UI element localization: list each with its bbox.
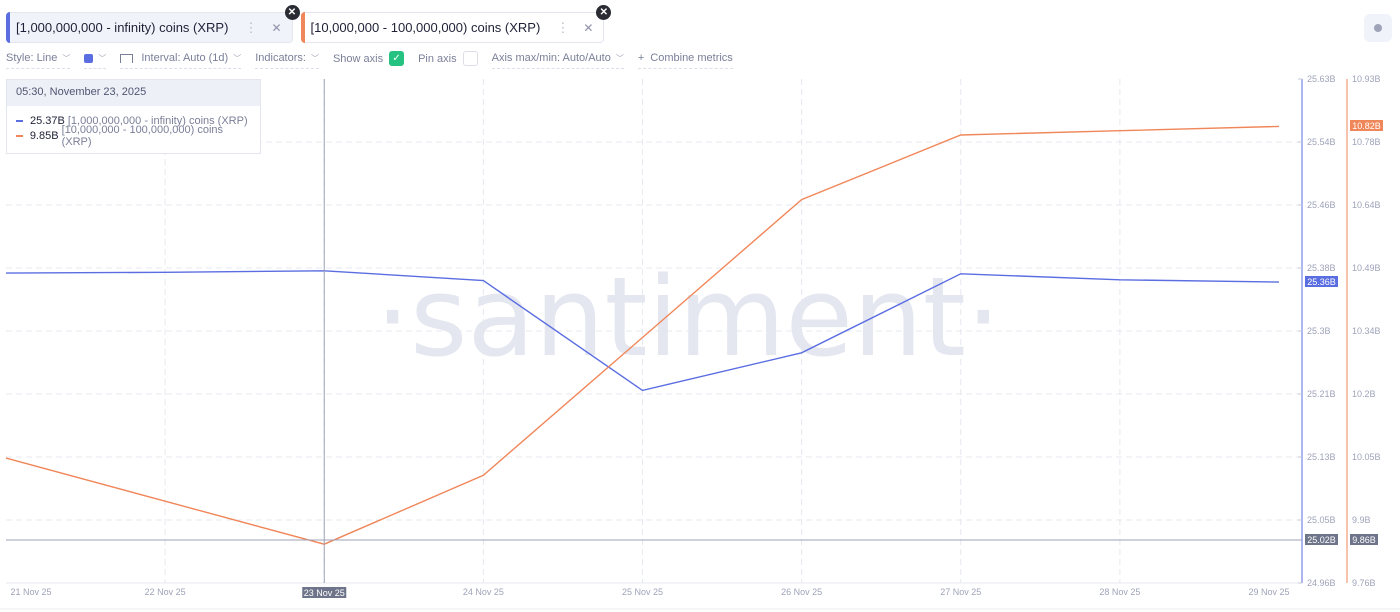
chart-toolbar: Style: Line ﹀ ﹀ Interval: Auto (1d) ﹀ In… (6, 51, 747, 69)
y-tick-label: 25.63B (1307, 74, 1336, 84)
chevron-down-icon: ﹀ (615, 53, 624, 63)
kebab-icon[interactable]: ⋮ (556, 19, 570, 35)
x-tick-label: 24 Nov 25 (463, 587, 504, 597)
cursor-date-badge (302, 587, 347, 598)
indicators-dropdown[interactable]: Indicators: ﹀ (255, 51, 319, 69)
y2-tick-label: 10.05B (1352, 452, 1381, 462)
y-tick-label: 25.13B (1307, 452, 1336, 462)
metric-tab-label: [10,000,000 - 100,000,000) coins (XRP) (310, 20, 541, 35)
y-tick-label: 24.96B (1307, 578, 1336, 588)
cursor-value-badge (1350, 534, 1378, 545)
series-marker (16, 134, 23, 137)
indicators-label: Indicators: (255, 52, 306, 64)
close-icon[interactable]: ✕ (583, 20, 594, 35)
x-tick-label: 26 Nov 25 (781, 587, 822, 597)
x-tick-label: 25 Nov 25 (622, 587, 663, 597)
y2-tick-label: 10.34B (1352, 326, 1381, 336)
y-tick-label: 25.38B (1307, 263, 1336, 273)
metric-tab-whales[interactable]: [1,000,000,000 - infinity) coins (XRP) ⋮… (6, 5, 300, 43)
y2-tick-label: 10.64B (1352, 200, 1381, 210)
series-line[interactable] (5, 125, 1280, 545)
show-axis-checkbox[interactable]: ✓ (389, 51, 405, 66)
axis-minmax-dropdown[interactable]: Axis max/min: Auto/Auto ﹀ (491, 51, 624, 69)
chart-tooltip: 05:30, November 23, 2025 25.37B [1,000,0… (6, 79, 261, 154)
combine-metrics-button[interactable]: + Combine metrics (637, 51, 733, 69)
color-dropdown[interactable]: ﹀ (84, 51, 107, 69)
ruler-icon (120, 53, 134, 63)
style-label: Style: Line (6, 52, 58, 64)
tooltip-row: 25.37B [1,000,000,000 - infinity) coins … (7, 113, 260, 128)
show-axis-toggle[interactable]: Show axis ✓ (332, 51, 405, 69)
metric-color-bar (6, 12, 10, 43)
y2-tick-label: 10.78B (1352, 137, 1381, 147)
settings-button[interactable] (1364, 14, 1392, 42)
kebab-icon[interactable]: ⋮ (244, 19, 258, 35)
pin-axis-toggle[interactable]: Pin axis (418, 51, 478, 69)
plus-icon: + (637, 52, 645, 64)
cursor-value-badge (1305, 534, 1338, 545)
last-value-badge-text: 25.36B (1307, 277, 1336, 287)
metric-tabs: [1,000,000,000 - infinity) coins (XRP) ⋮… (6, 5, 612, 43)
x-tick-label: 22 Nov 25 (145, 587, 186, 597)
x-tick-label: 27 Nov 25 (940, 587, 981, 597)
metric-tab-mid[interactable]: [10,000,000 - 100,000,000) coins (XRP) ⋮… (300, 5, 612, 43)
axis-minmax-label: Axis max/min: Auto/Auto (491, 52, 611, 64)
remove-metric-icon[interactable]: ✕ (596, 5, 612, 20)
y2-tick-label: 10.2B (1352, 389, 1376, 399)
metric-color-bar (300, 12, 305, 43)
cursor-date-badge-text: 23 Nov 25 (304, 588, 345, 598)
series-marker (16, 119, 23, 122)
pin-axis-checkbox[interactable] (462, 51, 478, 66)
x-tick-label: 21 Nov 25 (10, 587, 51, 597)
y-tick-label: 25.3B (1307, 326, 1331, 336)
chevron-down-icon: ﹀ (98, 53, 107, 63)
y2-tick-label: 9.76B (1352, 578, 1376, 588)
chevron-down-icon: ﹀ (62, 53, 71, 63)
show-axis-label: Show axis (332, 52, 384, 65)
remove-metric-icon[interactable]: ✕ (284, 5, 300, 20)
y2-tick-label: 10.93B (1352, 74, 1381, 84)
cursor-value-badge-text: 25.02B (1307, 535, 1336, 545)
chevron-down-icon: ﹀ (233, 53, 242, 63)
x-tick-label: 28 Nov 25 (1099, 587, 1140, 597)
y2-tick-label: 10.49B (1352, 263, 1381, 273)
interval-label: Interval: Auto (1d) (141, 52, 229, 64)
tooltip-label: [1,000,000,000 - infinity) coins (XRP) (67, 114, 248, 127)
y-tick-label: 25.21B (1307, 389, 1336, 399)
tooltip-value: 25.37B (30, 114, 65, 127)
y-tick-label: 25.54B (1307, 137, 1336, 147)
y-tick-label: 25.46B (1307, 200, 1336, 210)
santiment-watermark: ·santiment· (375, 253, 1001, 381)
metric-tab-label: [1,000,000,000 - infinity) coins (XRP) (16, 20, 229, 35)
combine-metrics-label: Combine metrics (650, 52, 733, 64)
chevron-down-icon: ﹀ (310, 53, 319, 63)
dot-icon (1374, 24, 1382, 32)
series-line[interactable] (5, 270, 1280, 392)
line-chart[interactable]: ·santiment· 25.63B 25.54B 25.46B 25.38B 25.3B… (0, 70, 1400, 612)
y2-tick-label: 9.9B (1352, 515, 1371, 525)
pin-axis-label: Pin axis (418, 52, 457, 65)
y-tick-label: 25.05B (1307, 515, 1336, 525)
interval-dropdown[interactable]: Interval: Auto (1d) ﹀ (120, 51, 242, 69)
x-tick-label: 29 Nov 25 (1248, 587, 1289, 597)
close-icon[interactable]: ✕ (271, 20, 282, 35)
tooltip-label: [10,000,000 - 100,000,000) coins (XRP) (61, 123, 224, 148)
color-swatch (84, 53, 94, 63)
tooltip-row: 9.85B [10,000,000 - 100,000,000) coins (… (7, 124, 260, 148)
last-value-badge-text: 10.82B (1352, 121, 1381, 131)
last-value-badge (1305, 276, 1338, 287)
tooltip-value: 9.85B (29, 129, 59, 142)
tooltip-date: 05:30, November 23, 2025 (7, 80, 260, 106)
last-value-badge (1350, 120, 1383, 131)
cursor-value-badge-text: 9.86B (1352, 535, 1376, 545)
style-dropdown[interactable]: Style: Line ﹀ (6, 51, 71, 69)
